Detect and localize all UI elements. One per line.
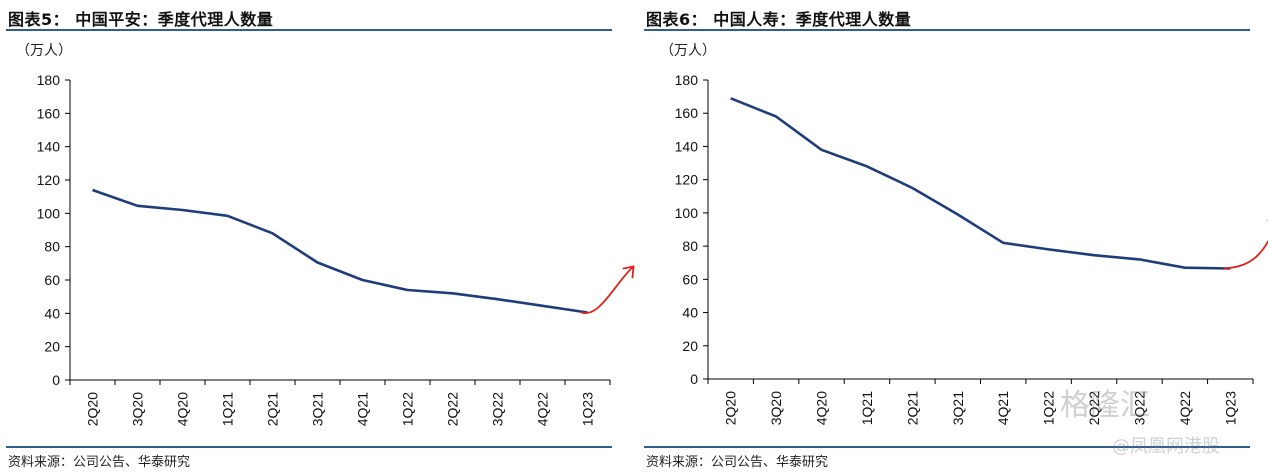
x-tick-label: 3Q22 [490,392,506,426]
y-tick-label: 20 [682,338,698,354]
x-tick-label: 2Q22 [445,392,461,426]
x-tick-label: 3Q21 [950,391,966,425]
x-tick-label: 4Q20 [175,392,191,426]
y-unit-label: （万人） [660,43,716,59]
x-tick-label: 4Q22 [535,392,551,426]
x-tick-label: 3Q21 [310,392,326,426]
y-tick-label: 180 [37,72,61,88]
red-arrow-annotation [580,265,635,314]
source-rule [644,446,1250,448]
source-rule [6,446,612,448]
figure-title: 图表6： 中国人寿：季度代理人数量 [646,10,912,29]
y-tick-label: 160 [675,105,699,121]
x-tick-label: 3Q20 [768,391,784,425]
y-tick-label: 40 [44,305,60,321]
y-tick-label: 160 [37,105,61,121]
y-tick-label: 0 [690,371,698,387]
y-tick-label: 0 [52,372,60,388]
right-figure: 图表6： 中国人寿：季度代理人数量 （万人） 0 20 40 60 80 100 120 14… [638,0,1268,474]
y-tick-label: 140 [37,139,61,155]
red-arrow-annotation [1223,239,1268,270]
y-tick-label: 60 [682,271,698,287]
y-tick-label: 120 [675,172,699,188]
x-tick-label: 3Q22 [1131,391,1147,425]
x-tick-label: 1Q22 [400,392,416,426]
title-rule [6,29,612,31]
y-tick-label: 100 [675,205,699,221]
x-tick-label: 4Q20 [814,391,830,425]
x-tick-label: 4Q21 [355,392,371,426]
x-tick-label: 2Q21 [265,392,281,426]
y-tick-label: 120 [37,172,61,188]
y-tick-label: 100 [37,205,61,221]
y-tick-label: 180 [675,72,699,88]
y-tick-label: 80 [44,239,60,255]
x-tick-label: 1Q21 [220,392,236,426]
series-line [92,188,588,314]
source-note: 资料来源：公司公告、华泰研究 [646,455,829,470]
watermark-logo: 格隆汇 [1060,388,1150,423]
x-tick-label: 3Q20 [130,392,146,426]
series-line [730,97,1231,270]
x-tick-label: 1Q23 [580,392,596,426]
y-tick-label: 80 [682,238,698,254]
x-tick-label: 2Q20 [85,392,101,426]
x-tick-label: 2Q22 [1086,391,1102,425]
y-tick-label: 60 [44,272,60,288]
x-tick-label: 1Q21 [859,391,875,425]
x-tick-label: 2Q21 [904,391,920,425]
x-tick-label: 2Q20 [723,391,739,425]
source-note: 资料来源：公司公告、华泰研究 [8,455,191,470]
line-chart-chinalife: 0 20 40 60 80 100 120 140 160 180 2Q20 3Q20 4Q20 1Q21… [675,72,1268,425]
y-unit-label: （万人） [16,43,72,59]
x-tick-label: 1Q23 [1222,391,1238,425]
x-tick-label: 1Q22 [1041,391,1057,425]
y-tick-label: 20 [44,339,60,355]
red-arrowhead [622,265,635,279]
watermark-handle: @凤凰网港股 [1112,436,1220,457]
figure-title: 图表5： 中国平安：季度代理人数量 [8,10,274,29]
y-tick-label: 140 [675,138,699,154]
title-rule [644,29,1250,31]
left-figure: 图表5： 中国平安：季度代理人数量 （万人） 0 20 40 60 80 100 120 14… [0,0,635,474]
x-tick-label: 4Q21 [995,391,1011,425]
y-tick-label: 40 [682,305,698,321]
line-chart-pingan: 0 20 40 60 80 100 120 140 160 180 2Q20 3Q20 4Q20 1Q21… [37,72,635,426]
x-tick-label: 4Q22 [1177,391,1193,425]
